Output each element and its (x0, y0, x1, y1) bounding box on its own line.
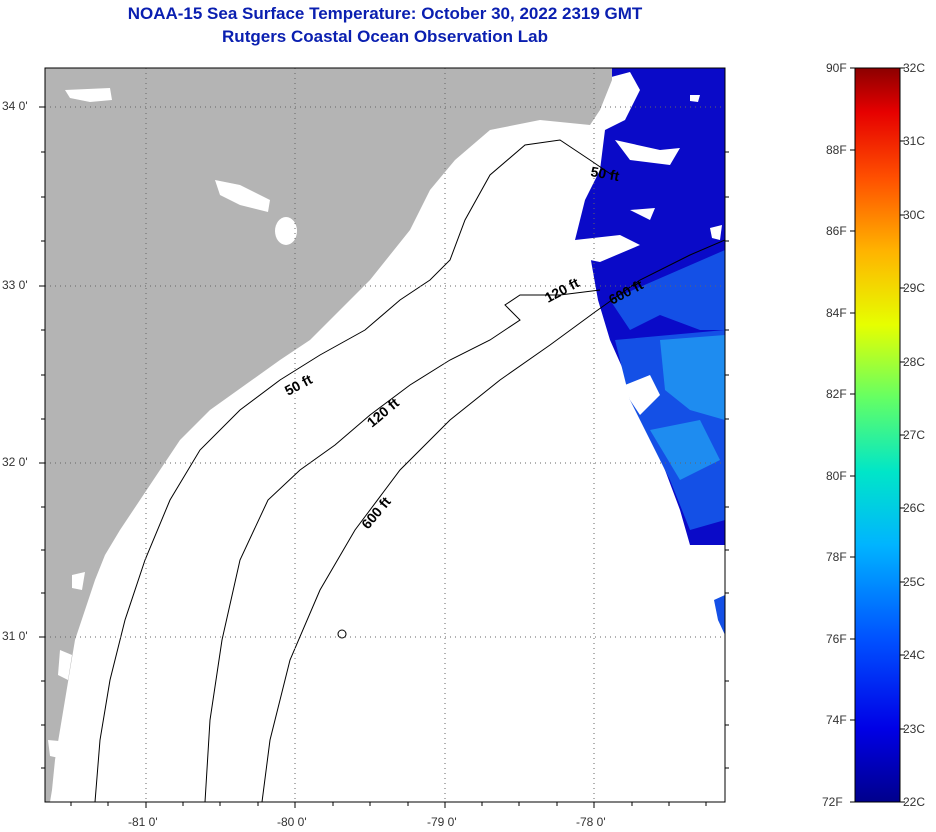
colorbar-f-label: 80F (826, 469, 847, 483)
lon-label: -79 0' (427, 815, 457, 829)
colorbar-f-label: 78F (826, 550, 847, 564)
colorbar-c-label: 31C (903, 134, 926, 148)
colorbar-c-label: 28C (903, 355, 926, 369)
colorbar-f-label: 72F (822, 795, 843, 809)
lon-label: -78 0' (576, 815, 606, 829)
colorbar-c-label: 29C (903, 281, 926, 295)
colorbar-c-label: 27C (903, 428, 926, 442)
lake-shape (65, 88, 112, 102)
colorbar-f-label: 74F (826, 713, 847, 727)
contour-120ft (204, 289, 601, 802)
lat-label: 31 0' (2, 629, 28, 643)
colorbar (854, 67, 901, 803)
map-title: NOAA-15 Sea Surface Temperature: October… (127, 4, 643, 23)
lat-label: 34 0' (2, 99, 28, 113)
seamount-contour (337, 629, 347, 639)
land-mass (45, 68, 612, 802)
axis-ticks (39, 106, 729, 808)
graticule (45, 68, 725, 802)
colorbar-f-label: 84F (826, 306, 847, 320)
sst-data-swath (575, 68, 725, 635)
colorbar-f-label: 86F (826, 224, 847, 238)
lat-label: 33 0' (2, 278, 28, 292)
lon-label: -81 0' (128, 815, 158, 829)
lake-shape (58, 650, 72, 680)
colorbar-ticks (850, 67, 905, 803)
lake-shape (72, 572, 85, 590)
map-subtitle: Rutgers Coastal Ocean Observation Lab (222, 27, 548, 46)
lake-shape (275, 217, 297, 245)
lat-label: 32 0' (2, 455, 28, 469)
colorbar-f-label: 88F (826, 143, 847, 157)
contour-50ft (94, 139, 613, 802)
lon-label: -80 0' (277, 815, 307, 829)
lake-shape (215, 180, 270, 212)
map-frame (44, 67, 726, 803)
colorbar-c-label: 32C (903, 61, 926, 75)
colorbar-f-label: 82F (826, 387, 847, 401)
colorbar-c-label: 24C (903, 648, 926, 662)
lake-shape (48, 740, 70, 760)
colorbar-c-label: 30C (903, 208, 926, 222)
colorbar-c-label: 22C (903, 795, 926, 809)
colorbar-f-label: 76F (826, 632, 847, 646)
colorbar-c-label: 23C (903, 722, 926, 736)
colorbar-c-label: 26C (903, 501, 926, 515)
contour-label: 50 ft (589, 163, 620, 184)
contour-600ft (261, 239, 725, 802)
colorbar-c-label: 25C (903, 575, 926, 589)
colorbar-f-label: 90F (826, 61, 847, 75)
